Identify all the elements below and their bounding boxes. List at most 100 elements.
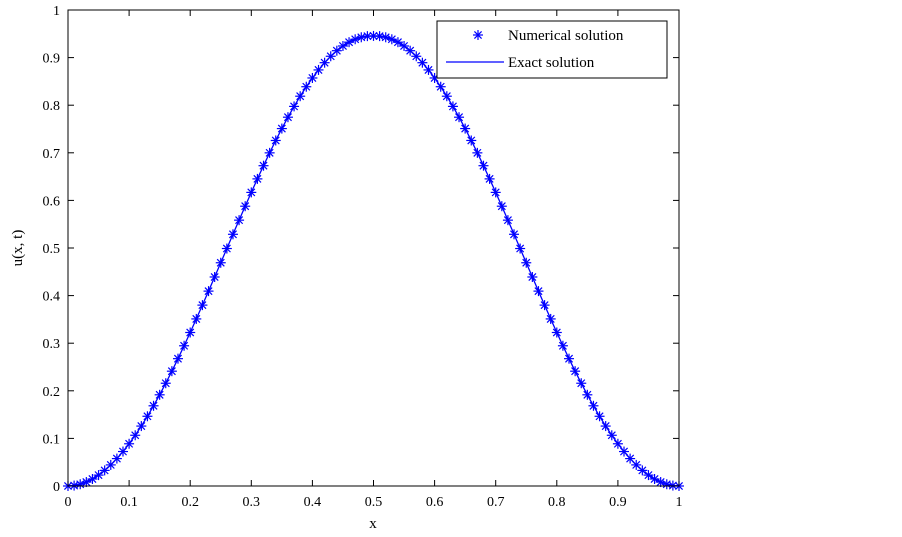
y-tick-label: 1 xyxy=(53,4,60,19)
data-point xyxy=(576,378,587,389)
data-point xyxy=(264,147,275,158)
data-point xyxy=(301,81,312,92)
y-tick-label: 0.8 xyxy=(43,99,61,114)
data-point xyxy=(600,421,611,432)
x-tick-label: 0.2 xyxy=(181,495,199,510)
data-point xyxy=(533,286,544,297)
x-tick-label: 0.1 xyxy=(120,495,138,510)
y-tick-label: 0.7 xyxy=(43,147,61,162)
x-tick-label: 0.7 xyxy=(487,495,505,510)
x-tick-label: 0.5 xyxy=(365,495,383,510)
data-point xyxy=(496,201,507,212)
data-point xyxy=(276,123,287,134)
x-tick-label: 0 xyxy=(65,495,72,510)
data-point xyxy=(564,353,575,364)
y-axis-label: u(x, t) xyxy=(10,230,26,267)
data-point xyxy=(246,187,257,198)
y-tick-label: 0.1 xyxy=(43,432,61,447)
data-point xyxy=(557,340,568,351)
data-point xyxy=(270,135,281,146)
legend-asterisk-mark xyxy=(473,30,483,40)
data-point xyxy=(130,430,141,441)
data-point xyxy=(185,327,196,338)
data-point xyxy=(148,400,159,411)
data-point xyxy=(142,411,153,422)
data-point xyxy=(435,81,446,92)
data-point xyxy=(124,438,135,449)
data-point xyxy=(289,101,300,112)
data-point xyxy=(447,101,458,112)
data-point xyxy=(215,257,226,268)
data-point xyxy=(313,64,324,75)
legend-label-exact: Exact solution xyxy=(508,55,595,71)
data-point xyxy=(172,353,183,364)
data-point xyxy=(392,37,403,48)
data-point xyxy=(166,366,177,377)
data-point xyxy=(179,340,190,351)
data-point xyxy=(325,51,336,62)
data-point xyxy=(87,474,98,485)
tick-layer: 0 0.1 0.2 0.3 0.4 0.5 0.6 0.7 0.8 0.9 1 0 0.1 0.2 0.3 0… xyxy=(43,4,683,510)
x-tick-label: 1 xyxy=(676,495,683,510)
data-point xyxy=(399,40,410,51)
data-point xyxy=(117,446,128,457)
data-point xyxy=(490,187,501,198)
data-point xyxy=(625,453,636,464)
data-point xyxy=(515,243,526,254)
plot-area xyxy=(68,10,679,486)
data-point xyxy=(545,313,556,324)
data-point xyxy=(606,430,617,441)
data-point xyxy=(307,72,318,83)
data-point xyxy=(154,389,165,400)
data-point xyxy=(221,243,232,254)
legend-label-numerical: Numerical solution xyxy=(508,28,624,44)
data-point xyxy=(362,31,373,42)
data-point xyxy=(612,438,623,449)
data-point xyxy=(411,51,422,62)
data-point xyxy=(197,300,208,311)
data-point xyxy=(203,286,214,297)
data-point xyxy=(637,465,648,476)
data-point xyxy=(356,32,367,43)
x-axis-label: x xyxy=(369,516,377,532)
data-point xyxy=(594,411,605,422)
data-point xyxy=(191,313,202,324)
data-point xyxy=(136,421,147,432)
data-point xyxy=(539,300,550,311)
x-tick-label: 0.4 xyxy=(304,495,322,510)
data-point xyxy=(111,453,122,464)
data-point xyxy=(295,91,306,102)
data-point xyxy=(484,173,495,184)
legend: Numerical solution Exact solution xyxy=(436,20,668,79)
data-point xyxy=(374,31,385,42)
data-point xyxy=(423,64,434,75)
y-tick-label: 0.6 xyxy=(43,194,61,209)
data-point xyxy=(521,257,532,268)
data-point xyxy=(478,160,489,171)
x-tick-label: 0.3 xyxy=(243,495,261,510)
y-tick-label: 0.3 xyxy=(43,337,61,352)
data-point xyxy=(93,470,104,481)
data-point xyxy=(282,112,293,123)
y-tick-label: 0.5 xyxy=(43,242,61,257)
y-tick-label: 0.4 xyxy=(43,290,61,305)
data-point xyxy=(160,378,171,389)
data-point xyxy=(472,147,483,158)
data-point xyxy=(252,173,263,184)
data-point xyxy=(331,45,342,56)
data-point xyxy=(570,366,581,377)
data-point xyxy=(509,229,520,240)
data-point xyxy=(258,160,269,171)
data-point xyxy=(551,327,562,338)
data-point xyxy=(319,57,330,68)
data-point xyxy=(661,479,672,490)
data-point xyxy=(234,215,245,226)
data-layer xyxy=(63,30,684,491)
data-point xyxy=(227,229,238,240)
legend-asterisk-icon xyxy=(473,30,483,40)
data-point xyxy=(460,123,471,134)
x-tick-label: 0.9 xyxy=(609,495,627,510)
data-point xyxy=(619,446,630,457)
data-point xyxy=(466,135,477,146)
